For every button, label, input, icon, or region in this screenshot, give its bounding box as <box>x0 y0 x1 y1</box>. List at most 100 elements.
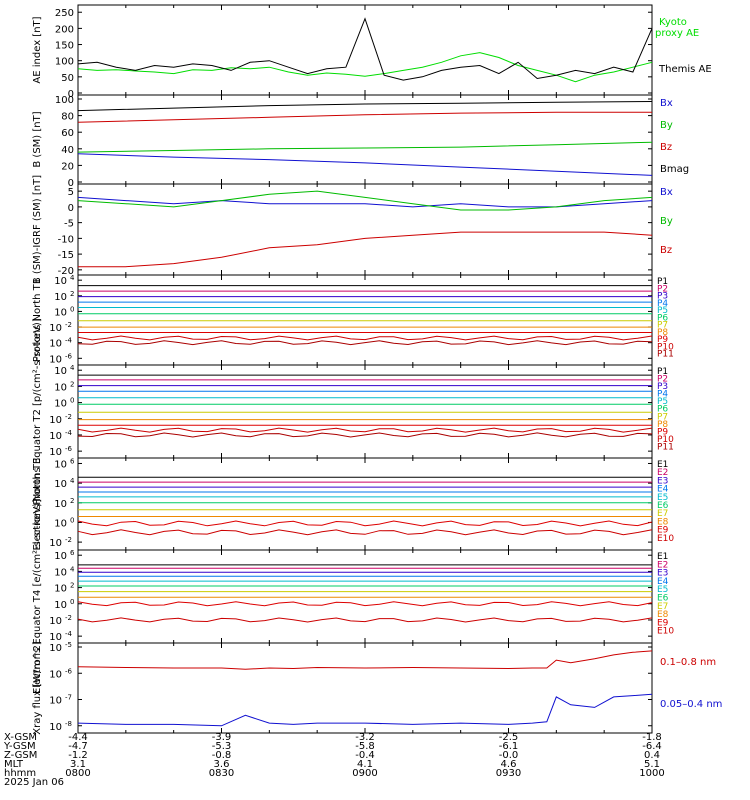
legend-item: P10 <box>657 435 674 445</box>
x-axis-value: -0.4 <box>355 750 375 761</box>
x-axis-value: 5.1 <box>644 759 660 770</box>
y-tick-label: 10 <box>49 722 62 733</box>
y-tick-label: 10 <box>54 292 67 303</box>
x-axis-value: -6.1 <box>499 741 519 752</box>
panel-frame <box>77 642 653 734</box>
y-tick-label-exp: 2 <box>70 497 74 505</box>
y-tick-label: 10 <box>49 669 62 680</box>
legend-item: Bmag <box>660 164 689 175</box>
series-line-By <box>77 190 653 211</box>
y-tick-label: 10 <box>49 632 62 643</box>
y-tick-label-exp: -2 <box>65 413 72 421</box>
series-line-By <box>77 141 653 153</box>
legend-item: E9 <box>657 618 669 628</box>
y-tick-label: 40 <box>61 145 74 156</box>
legend-item: P4 <box>657 390 668 400</box>
legend-item: E4 <box>657 485 669 495</box>
y-tick-label: 200 <box>55 24 74 35</box>
x-axis-row-label: X-GSM <box>4 732 37 743</box>
y-tick-label: 10 <box>54 399 67 410</box>
legend-item: E3 <box>657 569 668 579</box>
y-axis-label: Protons Equator T2 [p/(cm²-s-sr-keV)] <box>32 318 43 505</box>
series-line-E9 <box>77 520 653 527</box>
legend-item: P4 <box>657 299 668 309</box>
legend-item: E1 <box>657 552 668 562</box>
y-tick-label: 100 <box>55 95 74 106</box>
legend-item: E6 <box>657 594 669 604</box>
y-tick-label: 10 <box>54 382 67 393</box>
x-axis-value: 3.6 <box>214 759 230 770</box>
x-axis-value: 3.1 <box>70 759 86 770</box>
legend-item: E5 <box>657 493 668 503</box>
y-tick-label-exp: -4 <box>65 429 73 437</box>
legend-item: P6 <box>657 313 668 323</box>
x-axis-value: -2.5 <box>499 732 519 743</box>
y-tick-label-exp: 6 <box>70 457 75 465</box>
legend-item: P7 <box>657 321 668 331</box>
x-axis-value: 4.6 <box>501 759 517 770</box>
y-tick-label: 10 <box>49 616 62 627</box>
y-tick-label-exp: 0 <box>70 516 74 524</box>
y-tick-label: 10 <box>49 538 62 549</box>
x-axis-row-label: hhmm <box>4 768 36 779</box>
x-axis-value: -4.7 <box>68 741 88 752</box>
series-line-E10 <box>77 529 653 536</box>
y-tick-label: 150 <box>55 41 74 52</box>
y-tick-label: 80 <box>61 112 74 123</box>
legend-item: E5 <box>657 585 668 595</box>
y-tick-label-exp: -2 <box>65 614 72 622</box>
y-tick-label-exp: -4 <box>65 337 73 345</box>
y-tick-label: -10 <box>58 234 74 245</box>
y-tick-label: 60 <box>61 128 74 139</box>
x-axis-value: 0800 <box>65 768 90 779</box>
series-line-0.05-0.4 nm <box>77 693 653 727</box>
legend-item: E10 <box>657 534 674 544</box>
y-tick-label: 10 <box>54 600 67 611</box>
y-tick-label: 10 <box>49 447 62 458</box>
y-tick-label-exp: 4 <box>70 477 75 485</box>
x-axis-value: -3.2 <box>355 732 375 743</box>
legend-item: P3 <box>657 292 668 302</box>
y-axis-label: AE index [nT] <box>32 16 43 83</box>
series-line-P11 <box>77 340 653 346</box>
y-tick-label: 10 <box>49 431 62 442</box>
y-tick-label-exp: -2 <box>65 536 72 544</box>
legend-item: P6 <box>657 405 668 415</box>
series-line-Bz <box>77 111 652 123</box>
legend-item: P9 <box>657 335 668 345</box>
legend-item: P2 <box>657 375 668 385</box>
legend-item: P10 <box>657 342 674 352</box>
panel-frame <box>77 549 653 644</box>
y-tick-label-exp: -6 <box>65 352 73 360</box>
legend-item: 0.05–0.4 nm <box>660 699 722 710</box>
series-line-P11 <box>77 432 653 438</box>
x-axis-value: -5.3 <box>212 741 232 752</box>
x-axis-value: -1.2 <box>68 750 88 761</box>
series-line-Bz <box>78 231 653 268</box>
x-axis-value: 0930 <box>496 768 521 779</box>
legend-item: By <box>660 216 673 227</box>
legend-item: P7 <box>657 412 668 422</box>
legend-item: proxy AE <box>655 28 699 39</box>
y-tick-label-exp: -5 <box>65 641 72 649</box>
series-line-E9 <box>77 601 653 607</box>
legend-item: E7 <box>657 509 668 519</box>
x-axis-value: -0.0 <box>499 750 519 761</box>
legend-item: Kyoto <box>659 17 687 28</box>
y-tick-label-exp: 0 <box>70 598 74 606</box>
legend-item: 0.1–0.8 nm <box>660 657 716 668</box>
legend-item: E1 <box>657 460 668 470</box>
x-axis-row-label: Y-GSM <box>3 741 36 752</box>
y-tick-label: 10 <box>49 643 62 654</box>
panel-2: 0 20 40 60 80 100 B (SM) [nT] Bx By Bz Bmag <box>32 94 689 189</box>
y-axis-label: B (SM) [nT] <box>32 111 43 167</box>
y-tick-label-exp: 4 <box>70 274 75 282</box>
y-axis-label: Electrons Equator T4 [e/(cm²-s-sr-keV)] <box>32 499 43 694</box>
x-axis-row-label: 2025 Jan 06 <box>4 777 64 788</box>
legend-item: P5 <box>657 397 668 407</box>
